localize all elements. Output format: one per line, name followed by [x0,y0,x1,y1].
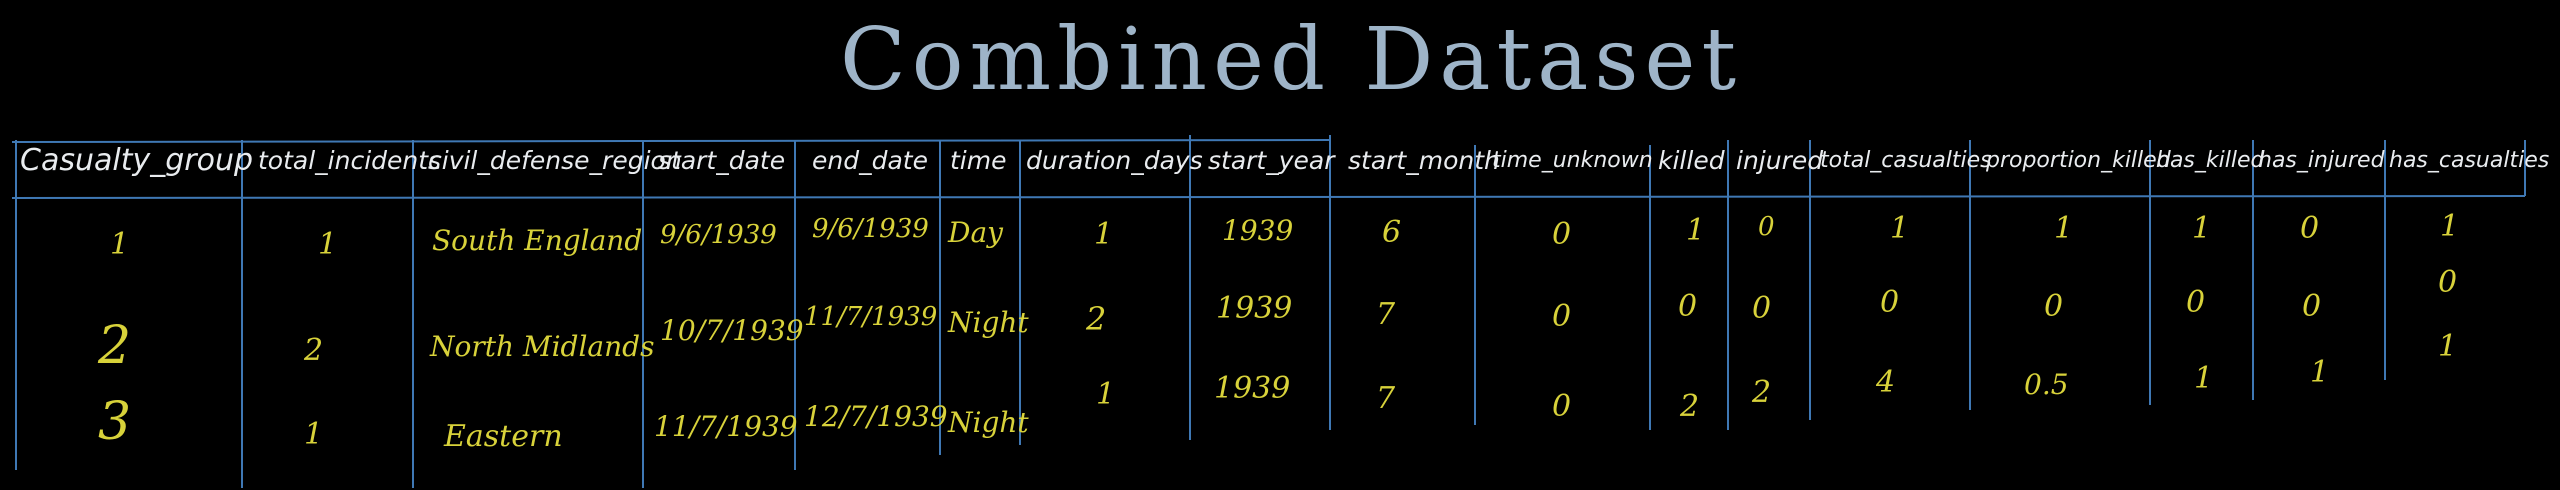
header-divider [11,195,2526,199]
table-cell: 1939 [1214,371,1291,406]
table-cell: 3 [98,392,132,452]
table-cell: 0 [1552,217,1572,252]
table-cell: 1 [1094,217,1114,252]
header-injured: injured [1736,146,1824,175]
table-cell: 0 [1552,389,1572,424]
table-cell: 1 [2438,329,2458,364]
header-time: time [950,146,1007,175]
header-end-date: end_date [812,146,928,175]
header-casualty-group: Casualty_group [20,143,253,178]
table-cell: Day [948,216,1003,249]
table-cell: 0 [1678,289,1698,324]
table-cell: 7 [1376,297,1396,332]
table-cell: 2 [1680,389,1700,424]
table-cell: 1 [304,417,324,452]
header-start-year: start_year [1208,146,1335,175]
table-cell: 4 [1876,365,1896,400]
table-cell: 0 [1758,212,1775,242]
header-has-injured: has_injured [2258,148,2385,173]
table-cell: 7 [1376,381,1396,416]
table-cell: Eastern [444,419,563,454]
table-cell: 2 [1752,375,1772,410]
header-has-killed: has_killed [2156,148,2265,173]
table-cell: 6 [1382,215,1402,250]
table-cell: 1939 [1216,291,1293,326]
header-has-casualties: has_casualties [2389,148,2550,173]
table-cell: Night [948,306,1029,339]
table-cell: 0 [1880,285,1900,320]
table-cell: 1 [2194,361,2214,396]
table-cell: 12/7/1939 [804,400,948,433]
table-cell: 1 [2310,355,2330,390]
table-cell: 0 [2300,211,2320,246]
table-cell: 0 [2186,285,2206,320]
header-duration-days: duration_days [1026,146,1203,175]
table-cell: 1 [1096,377,1116,412]
table-cell: 1 [110,227,130,262]
header-civil-defense-region: civil_defense_region [428,146,682,175]
header-killed: killed [1658,146,1725,175]
table-cell: 9/6/1939 [812,214,929,244]
table-cell: 1 [2054,211,2074,246]
table-cell: Night [948,406,1029,439]
header-total-incidents: total_incidents [258,146,442,175]
header-proportion-killed: proportion_killed [1986,148,2171,173]
table-cell: 1 [2440,209,2460,244]
table-cell: 11/7/1939 [654,410,798,443]
table-cell: 0 [2438,265,2458,300]
table-cell: 9/6/1939 [660,220,777,250]
table-cell: 10/7/1939 [660,314,804,347]
table-cell: 2 [1086,300,1107,338]
table-cell: South England [432,224,643,257]
table-cell: 2 [98,316,132,376]
header-start-month: start_month [1348,146,1500,175]
table-cell: 2 [304,333,324,368]
table-cell: 0 [2302,289,2322,324]
header-top-line [11,139,1331,143]
header-time-unknown: time_unknown [1492,148,1653,173]
table-cell: 1 [1890,211,1910,246]
table-cell: 1 [2192,211,2212,246]
table-cell: 1 [1686,213,1706,248]
table-cell: 0 [1752,291,1772,326]
table-cell: 11/7/1939 [804,302,938,332]
table-cell: 0 [1552,299,1572,334]
table-cell: 1 [318,227,338,262]
table-cell: 0 [2044,289,2064,324]
header-total-casualties: total_casualties [1820,148,1992,173]
table-cell: 1939 [1222,214,1294,247]
table-cell: North Midlands [430,330,655,363]
header-start-date: start_date [658,146,786,175]
table-cell: 0.5 [2024,368,2069,401]
